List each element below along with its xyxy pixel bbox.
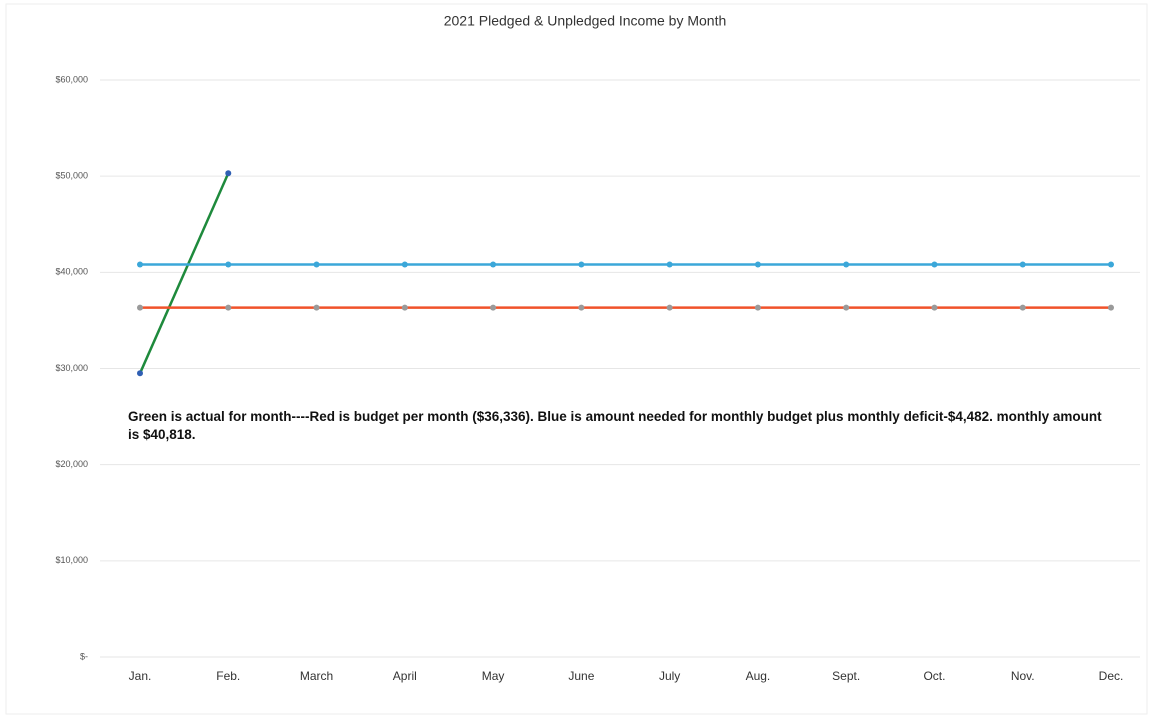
point-marker	[137, 370, 143, 377]
point-marker	[137, 261, 143, 268]
x-tick-label: May	[482, 669, 505, 683]
point-marker	[401, 261, 408, 268]
point-marker	[666, 304, 673, 311]
y-tick-label: $40,000	[55, 267, 88, 277]
point-marker	[754, 261, 761, 268]
x-tick-label: Nov.	[1011, 669, 1035, 683]
x-tick-label: April	[393, 669, 417, 683]
y-tick-label: $60,000	[55, 74, 88, 84]
y-tick-label: $50,000	[55, 171, 88, 181]
point-marker	[1108, 304, 1114, 311]
point-marker	[313, 261, 320, 268]
point-marker	[1108, 261, 1114, 268]
point-marker	[490, 304, 497, 311]
point-marker	[578, 304, 585, 311]
y-tick-label: $30,000	[55, 363, 88, 373]
x-tick-label: Oct.	[923, 669, 945, 683]
point-marker	[754, 304, 761, 311]
chart-frame	[5, 3, 1148, 715]
x-tick-label: Sept.	[832, 669, 860, 683]
point-marker	[225, 261, 232, 268]
point-marker	[225, 304, 232, 311]
point-marker	[137, 304, 143, 311]
point-marker	[931, 261, 938, 268]
x-tick-label: March	[300, 669, 333, 683]
x-tick-label: Feb.	[216, 669, 240, 683]
point-marker	[578, 261, 585, 268]
point-marker	[931, 304, 938, 311]
point-marker	[1019, 304, 1026, 311]
point-marker	[843, 261, 850, 268]
series-line	[138, 172, 230, 374]
chart-title: 2021 Pledged & Unpledged Income by Month	[444, 13, 727, 29]
point-marker	[666, 261, 673, 268]
x-tick-label: Dec.	[1099, 669, 1124, 683]
y-tick-label: $20,000	[55, 459, 88, 469]
y-tick-label: $-	[80, 651, 88, 661]
point-marker	[313, 304, 320, 311]
point-marker	[1019, 261, 1026, 268]
x-tick-label: Aug.	[746, 669, 771, 683]
y-tick-label: $10,000	[55, 555, 88, 565]
x-tick-label: July	[659, 669, 680, 683]
x-tick-label: Jan.	[129, 669, 152, 683]
point-marker	[843, 304, 850, 311]
point-marker	[225, 170, 232, 177]
annotation: Green is actual for month----Red is budg…	[128, 409, 1102, 442]
point-marker	[490, 261, 497, 268]
point-marker	[401, 304, 408, 311]
x-tick-label: June	[568, 669, 594, 683]
